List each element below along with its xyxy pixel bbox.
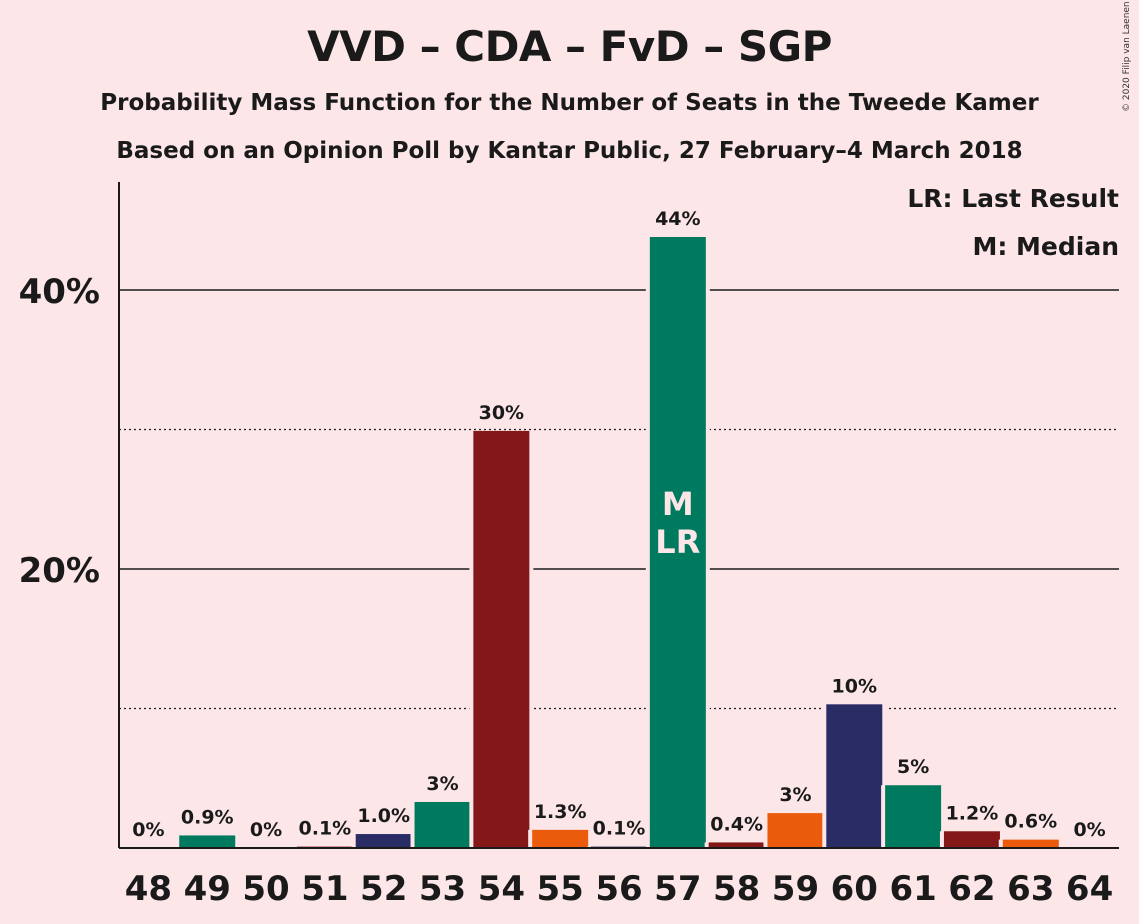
x-tick-label: 50 xyxy=(242,869,289,909)
x-tick-label: 60 xyxy=(831,869,878,909)
x-tick-label: 51 xyxy=(301,869,348,909)
bar-49 xyxy=(179,835,236,848)
bar-value-label: 0.1% xyxy=(593,818,646,840)
bar-value-label: 44% xyxy=(655,208,700,230)
bar-value-label: 30% xyxy=(479,402,524,424)
bar-value-label: 0% xyxy=(250,819,282,841)
x-tick-label: 63 xyxy=(1007,869,1054,909)
bar-value-label: 0% xyxy=(132,819,164,841)
x-tick-label: 55 xyxy=(537,869,584,909)
x-tick-label: 53 xyxy=(419,869,466,909)
bar-value-label: 1.0% xyxy=(357,805,410,827)
x-tick-label: 64 xyxy=(1066,869,1113,909)
y-tick-label: 40% xyxy=(19,272,100,312)
x-tick-label: 48 xyxy=(125,869,172,909)
x-tick-label: 58 xyxy=(713,869,760,909)
bar-63 xyxy=(1002,839,1059,848)
x-tick-label: 59 xyxy=(772,869,819,909)
x-tick-label: 57 xyxy=(654,869,701,909)
chart-subtitle-1: Probability Mass Function for the Number… xyxy=(100,90,1039,116)
bar-value-label: 1.2% xyxy=(946,802,999,824)
bar-value-label: 0.6% xyxy=(1004,811,1057,833)
bar-57 xyxy=(649,236,706,849)
x-tick-label: 62 xyxy=(948,869,995,909)
chart-title: VVD – CDA – FvD – SGP xyxy=(307,22,832,71)
bar-60 xyxy=(826,704,883,848)
x-tick-label: 61 xyxy=(889,869,936,909)
legend-median: M: Median xyxy=(972,232,1119,261)
bar-value-label: 5% xyxy=(897,756,929,778)
legend-last-result: LR: Last Result xyxy=(907,184,1119,213)
x-tick-label: 54 xyxy=(478,869,525,909)
bar-52 xyxy=(355,834,412,848)
bar-value-label: 10% xyxy=(832,675,877,697)
x-tick-label: 49 xyxy=(184,869,231,909)
y-tick-label: 20% xyxy=(19,551,100,591)
bar-59 xyxy=(767,813,824,848)
bar-value-label: 0% xyxy=(1073,819,1105,841)
bar-value-label: 3% xyxy=(779,784,811,806)
median-marker: M xyxy=(662,485,694,523)
x-tick-label: 56 xyxy=(595,869,642,909)
bar-54 xyxy=(473,430,530,848)
bar-55 xyxy=(532,829,589,848)
bar-value-label: 3% xyxy=(426,773,458,795)
bar-value-label: 0.4% xyxy=(710,813,763,835)
x-tick-label: 52 xyxy=(360,869,407,909)
bar-value-label: 1.3% xyxy=(534,801,587,823)
chart-subtitle-2: Based on an Opinion Poll by Kantar Publi… xyxy=(116,138,1023,164)
bar-61 xyxy=(885,785,942,848)
bar-53 xyxy=(414,801,471,848)
bar-value-label: 0.1% xyxy=(299,818,352,840)
last-result-marker: LR xyxy=(655,523,700,561)
bar-62 xyxy=(943,831,1000,848)
bar-value-label: 0.9% xyxy=(181,806,234,828)
bar-58 xyxy=(708,842,765,848)
